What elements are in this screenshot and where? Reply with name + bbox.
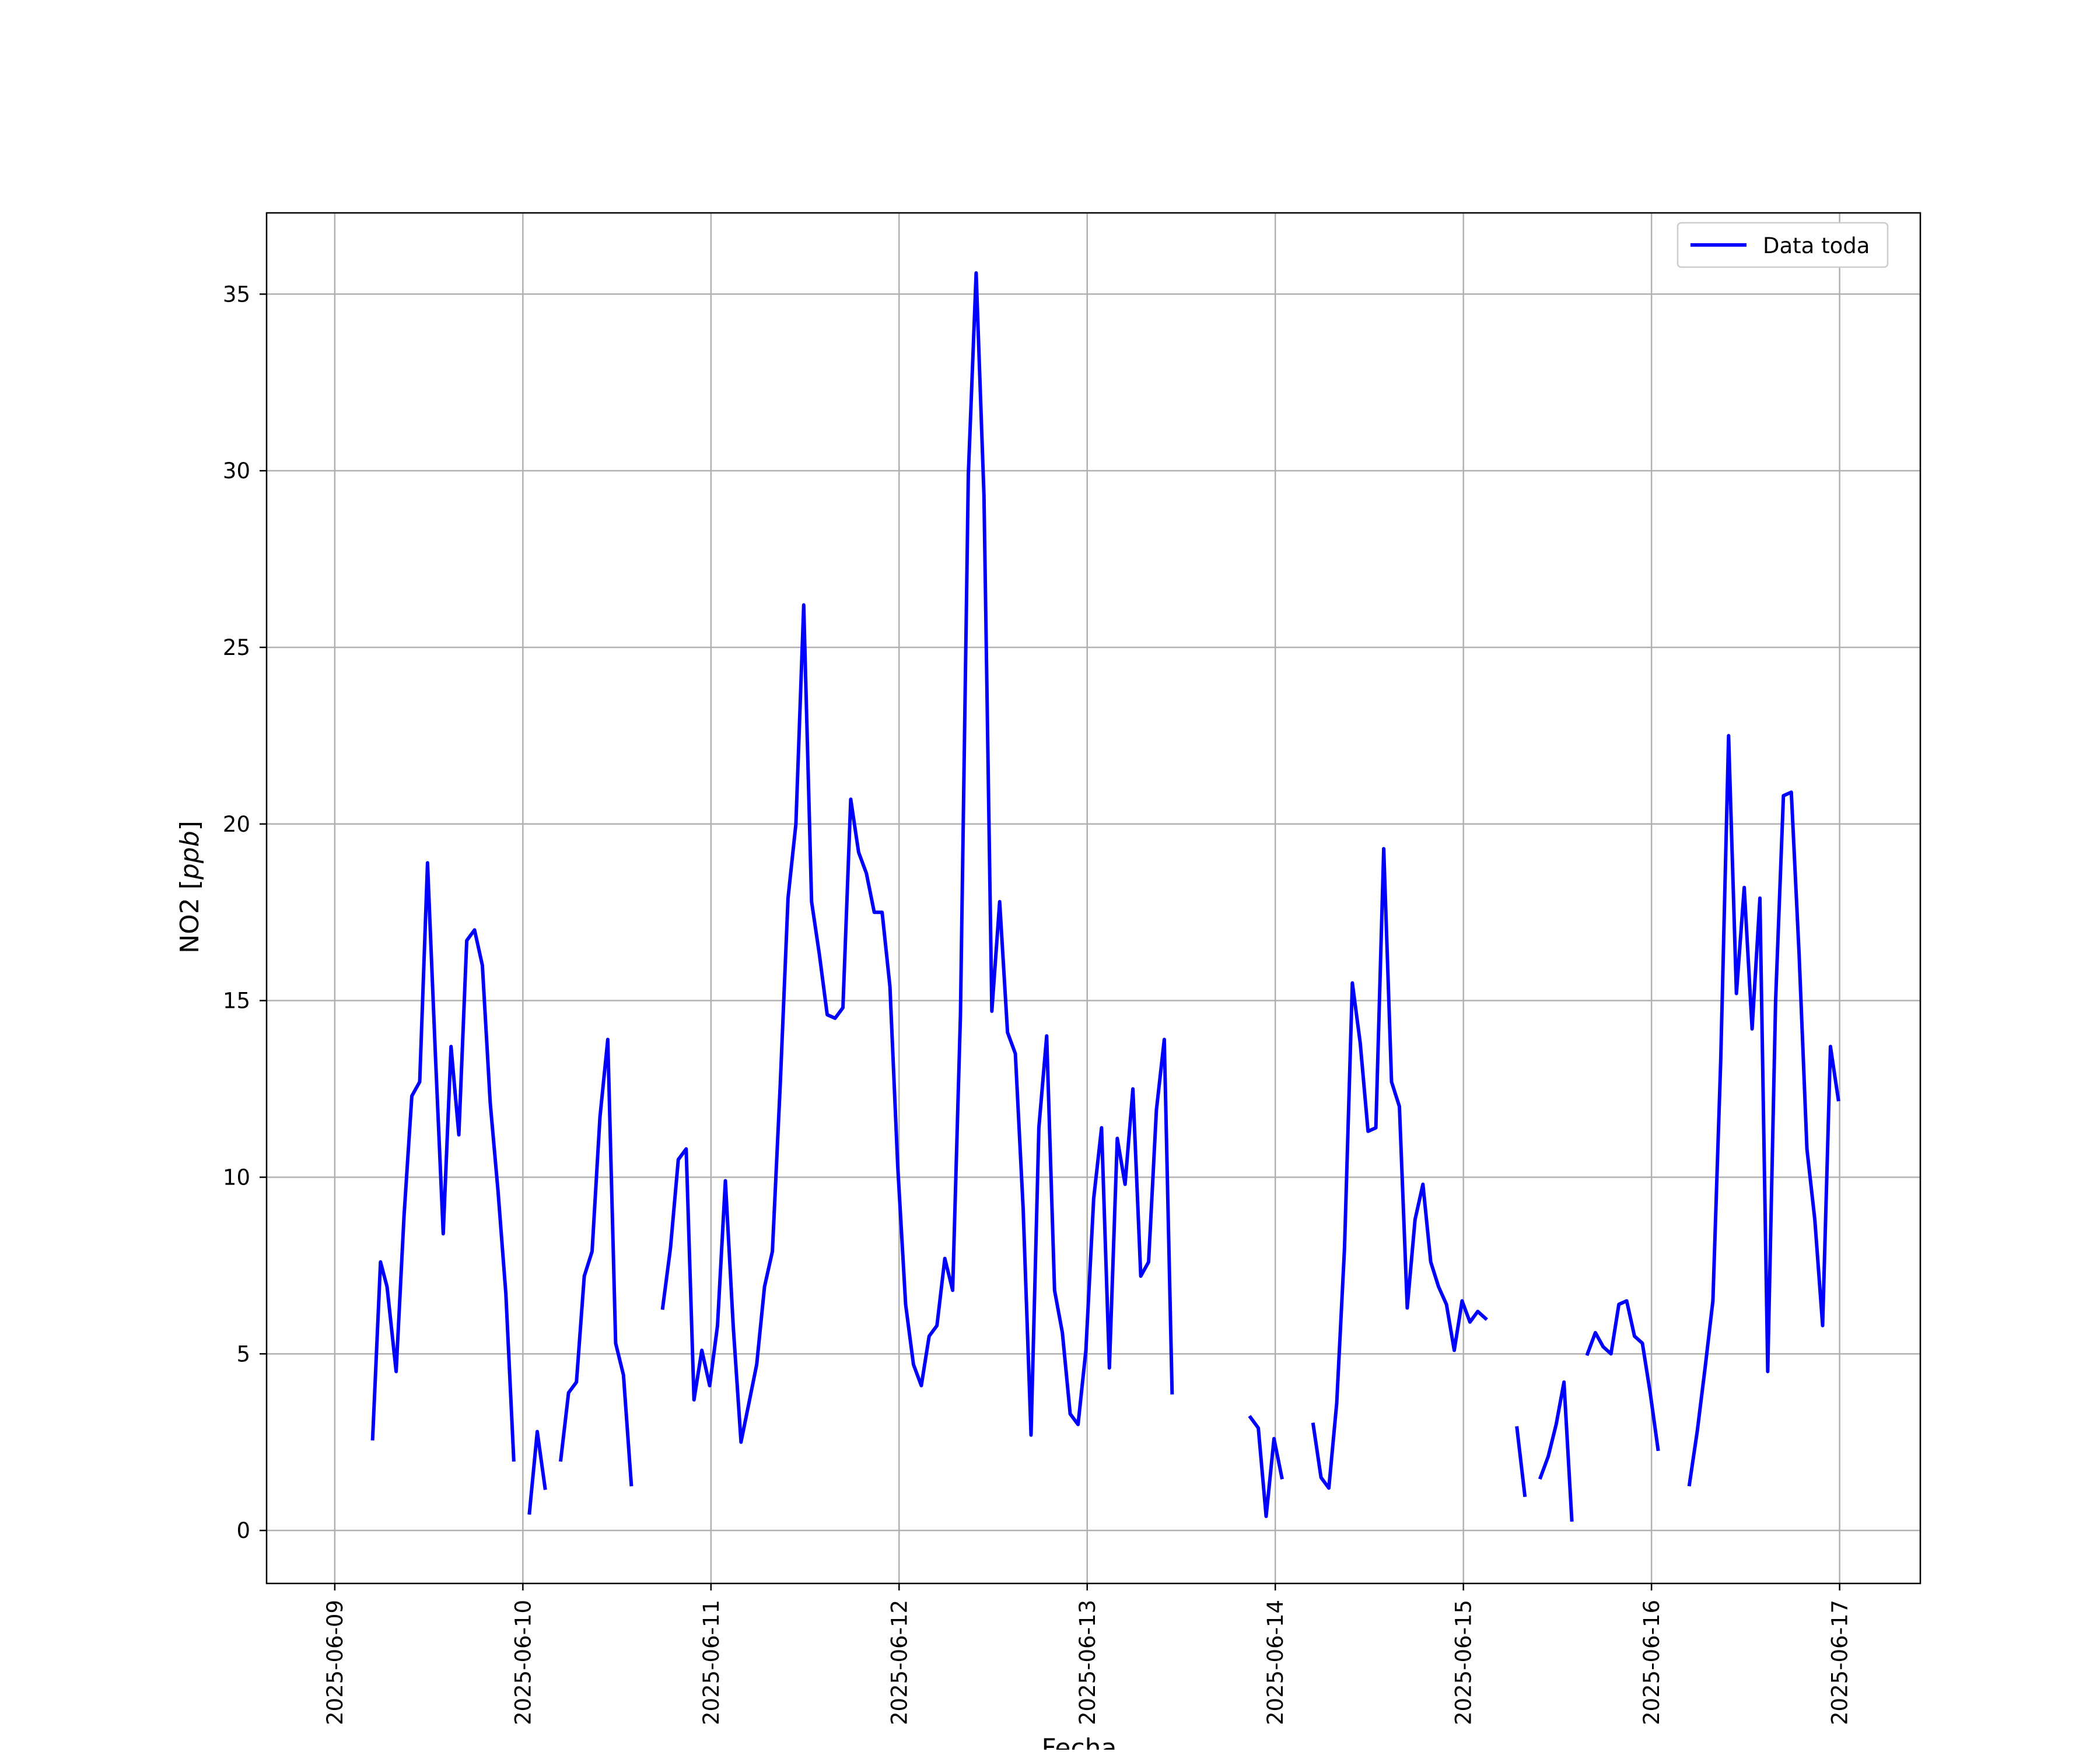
series-layer <box>370 271 1840 1522</box>
series-line-segment <box>1538 1380 1574 1522</box>
x-tick-label: 2025-06-13 <box>1075 1600 1100 1725</box>
y-tick-label: 0 <box>236 1518 250 1543</box>
x-tick-label: 2025-06-14 <box>1263 1600 1288 1725</box>
series-line-segment <box>1311 847 1488 1490</box>
series-line-segment <box>370 861 516 1462</box>
y-axis-label-close: ] <box>175 821 205 831</box>
y-axis-label-main: NO2 [ <box>175 879 205 954</box>
y-axis: 0 5 10 15 20 25 30 35 <box>223 282 267 1543</box>
x-axis: 2025-06-09 2025-06-10 2025-06-11 2025-06-12… <box>323 1583 1853 1725</box>
y-tick-label: 15 <box>223 989 250 1014</box>
legend-label: Data toda <box>1763 233 1870 258</box>
y-tick-label: 25 <box>223 635 250 660</box>
series-line-segment <box>1515 1426 1527 1497</box>
x-tick-label: 2025-06-10 <box>510 1600 536 1725</box>
y-tick-label: 30 <box>223 458 250 483</box>
y-tick-label: 20 <box>223 812 250 837</box>
series-line-segment <box>527 1429 547 1515</box>
legend: Data toda <box>1676 222 1889 268</box>
x-tick-label: 2025-06-11 <box>699 1600 724 1725</box>
y-tick-label: 35 <box>223 282 250 307</box>
x-axis-label: Fecha <box>1041 1733 1116 1750</box>
x-tick-label: 2025-06-17 <box>1828 1600 1853 1725</box>
series-line-segment <box>1585 1299 1660 1452</box>
y-axis-label: NO2 [ppb] <box>175 821 205 954</box>
legend-box <box>1676 222 1889 268</box>
y-tick-label: 5 <box>236 1341 250 1366</box>
x-tick-label: 2025-06-16 <box>1639 1600 1664 1725</box>
x-tick-label: 2025-06-15 <box>1451 1600 1476 1725</box>
series-line-segment <box>1248 1415 1284 1518</box>
series-line-segment <box>1687 734 1840 1487</box>
y-tick-label: 10 <box>223 1165 250 1190</box>
series-line-segment <box>558 1038 634 1487</box>
series-line-segment <box>660 271 1174 1444</box>
y-axis-label-unit: ppb <box>175 831 205 880</box>
axes-frame <box>265 212 1922 1585</box>
x-tick-label: 2025-06-12 <box>887 1600 912 1725</box>
x-tick-label: 2025-06-09 <box>323 1600 348 1725</box>
